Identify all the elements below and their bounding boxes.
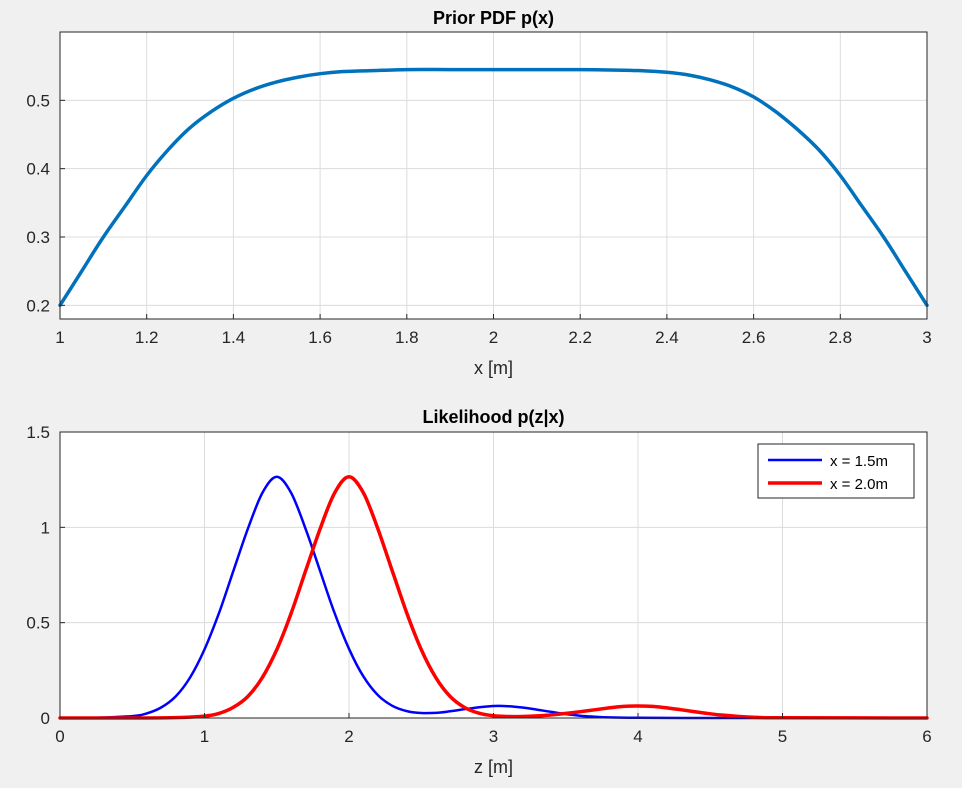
prior-pdf-x-tick-label: 2.6 bbox=[742, 328, 766, 347]
likelihood-ticks: 0 1 2 3 4 5 6 0 0.5 1 1.5 bbox=[26, 423, 931, 746]
prior-pdf-x-tick-label: 1.8 bbox=[395, 328, 419, 347]
prior-pdf-x-tick-label: 2.4 bbox=[655, 328, 679, 347]
prior-pdf-x-tick-label: 1.2 bbox=[135, 328, 159, 347]
prior-pdf-title: Prior PDF p(x) bbox=[433, 8, 554, 28]
prior-pdf-y-tick-label: 0.5 bbox=[26, 91, 50, 110]
likelihood-y-tick-label: 1 bbox=[41, 518, 50, 537]
prior-pdf-series bbox=[58, 67, 929, 308]
prior-pdf-axes: 1 1.2 1.4 1.6 1.8 2 2.2 2.4 2.6 2.8 30.20.30.40.5 … bbox=[26, 8, 931, 378]
prior-pdf-x-tick-label: 2 bbox=[489, 328, 498, 347]
prior-pdf-ticks: 1 1.2 1.4 1.6 1.8 2 2.2 2.4 2.6 2.8 3 0.2 0.3 0.4 0.5 bbox=[26, 91, 931, 347]
likelihood-x-tick-label: 3 bbox=[489, 727, 498, 746]
prior-pdf-y-tick-label: 0.3 bbox=[26, 228, 50, 247]
likelihood-series bbox=[58, 475, 929, 720]
likelihood-x-tick-label: 0 bbox=[55, 727, 64, 746]
prior-pdf-y-tick-label: 0.2 bbox=[26, 296, 50, 315]
prior-pdf-x-tick-label: 2.8 bbox=[828, 328, 852, 347]
likelihood-axes: 0 1 2 3 4 5 600.511.5 Likelihood p(z|x) z [m] … bbox=[26, 407, 931, 777]
legend-label-x20: x = 2.0m bbox=[830, 476, 888, 493]
likelihood-legend: x = 1.5m x = 2.0m bbox=[757, 443, 915, 499]
likelihood-y-tick-label: 0 bbox=[41, 709, 50, 728]
prior-pdf-x-tick-label: 2.2 bbox=[568, 328, 592, 347]
prior-pdf-x-axis-label: x [m] bbox=[474, 358, 513, 378]
likelihood-series-line-1 bbox=[58, 475, 929, 720]
prior-pdf-x-tick-label: 1.4 bbox=[222, 328, 246, 347]
prior-pdf-y-tick-label: 0.4 bbox=[26, 160, 50, 179]
likelihood-x-tick-label: 6 bbox=[922, 727, 931, 746]
likelihood-x-tick-label: 2 bbox=[344, 727, 353, 746]
legend-label-x15: x = 1.5m bbox=[830, 453, 888, 470]
prior-pdf-axes-frame bbox=[59, 31, 928, 320]
likelihood-series-line-0 bbox=[58, 475, 929, 720]
likelihood-x-tick-label: 4 bbox=[633, 727, 642, 746]
likelihood-y-tick-label: 1.5 bbox=[26, 423, 50, 442]
legend-box bbox=[757, 443, 915, 499]
likelihood-title: Likelihood p(z|x) bbox=[422, 407, 564, 427]
prior-pdf-x-tick-label: 1.6 bbox=[308, 328, 332, 347]
prior-pdf-x-tick-label: 3 bbox=[922, 328, 931, 347]
likelihood-y-tick-label: 0.5 bbox=[26, 614, 50, 633]
prior-pdf-x-tick-label: 1 bbox=[55, 328, 64, 347]
prior-pdf-series-line-0 bbox=[58, 67, 929, 308]
likelihood-axes-frame bbox=[59, 431, 928, 719]
likelihood-x-tick-label: 5 bbox=[778, 727, 787, 746]
likelihood-x-tick-label: 1 bbox=[200, 727, 209, 746]
likelihood-x-axis-label: z [m] bbox=[474, 757, 513, 777]
